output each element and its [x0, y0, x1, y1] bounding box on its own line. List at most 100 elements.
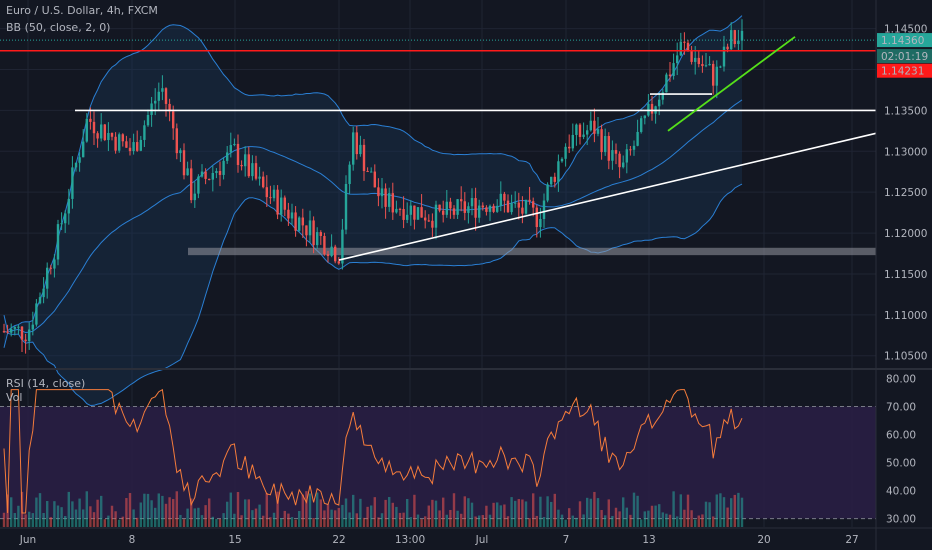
volume-bar	[668, 514, 672, 527]
candle-body	[85, 118, 88, 142]
volume-bar	[197, 507, 200, 527]
candle-body	[740, 30, 744, 41]
volume-bar	[640, 519, 643, 527]
vol-legend[interactable]: Vol	[6, 391, 23, 404]
candle-body	[398, 208, 402, 210]
candle-body	[186, 168, 189, 176]
volume-bar	[503, 504, 506, 527]
time-tick-label: 7	[563, 534, 570, 546]
candle-body	[294, 212, 297, 231]
volume-bar	[215, 518, 218, 527]
candle-body	[704, 65, 708, 67]
candle-body	[460, 199, 463, 202]
volume-bar	[409, 517, 412, 527]
candle-body	[632, 145, 636, 150]
support-zone	[188, 247, 876, 256]
volume-bar	[110, 505, 114, 527]
volume-bar	[571, 515, 574, 527]
candle-body	[427, 220, 430, 222]
volume-bar	[694, 519, 697, 527]
volume-bar	[233, 513, 236, 527]
volume-bar	[654, 505, 657, 527]
volume-bar	[24, 514, 27, 527]
volume-bar	[377, 517, 380, 527]
bollinger-legend[interactable]: BB (50, close, 2, 0)	[6, 21, 111, 34]
volume-bar	[568, 508, 571, 527]
volume-bar	[362, 517, 366, 527]
volume-bar	[244, 499, 247, 527]
volume-bar	[182, 519, 186, 527]
volume-bar	[294, 519, 297, 527]
volume-bar	[85, 491, 88, 527]
candle-body	[722, 46, 726, 67]
volume-bar	[730, 498, 733, 527]
volume-bar	[622, 497, 625, 527]
candle-body	[402, 209, 405, 220]
candle-body	[96, 133, 99, 139]
volume-bar	[701, 514, 704, 527]
time-tick-label: 13	[642, 534, 655, 546]
volume-bar	[582, 514, 585, 527]
candle-body	[416, 207, 420, 220]
candle-body	[82, 141, 85, 158]
volume-bar	[683, 509, 686, 527]
candle-body	[200, 171, 204, 177]
volume-bar	[676, 516, 679, 527]
candle-body	[352, 132, 355, 165]
volume-bar	[496, 502, 499, 527]
symbol-legend[interactable]: Euro / U.S. Dollar, 4h, FXCM	[6, 4, 158, 17]
candle-body	[668, 74, 672, 77]
volume-bar	[341, 504, 344, 527]
volume-bar	[398, 512, 402, 527]
volume-bar	[380, 513, 384, 527]
candle-body	[550, 176, 553, 185]
volume-bar	[330, 509, 333, 527]
candle-body	[503, 193, 506, 201]
candle-body	[614, 150, 618, 154]
volume-bar	[161, 495, 164, 527]
candle-body	[150, 103, 153, 115]
price-tick-label: 1.13500	[884, 105, 927, 117]
candle-body	[362, 144, 366, 172]
rsi-legend[interactable]: RSI (14, close)	[6, 377, 86, 390]
volume-bar	[686, 494, 690, 527]
candle-body	[593, 120, 596, 134]
candle-body	[204, 171, 207, 179]
volume-bar	[564, 519, 567, 527]
volume-bar	[179, 514, 182, 527]
candle-body	[665, 74, 668, 93]
volume-bar	[708, 502, 711, 527]
volume-bar	[46, 500, 49, 527]
volume-bar	[499, 505, 502, 527]
volume-bar	[643, 511, 646, 527]
candle-body	[694, 57, 697, 62]
candle-body	[172, 111, 175, 129]
candle-body	[100, 124, 103, 139]
volume-bar	[442, 497, 445, 527]
volume-bar	[661, 512, 664, 527]
volume-bar	[593, 491, 596, 527]
candle-body	[2, 331, 6, 333]
candle-body	[679, 41, 682, 56]
volume-bar	[92, 512, 96, 527]
candle-body	[161, 88, 164, 92]
candle-body	[251, 163, 254, 177]
volume-bar	[222, 513, 225, 527]
volume-bar	[323, 510, 326, 527]
candle-body	[676, 55, 679, 64]
candle-body	[17, 326, 20, 328]
volume-bar	[452, 493, 456, 527]
volume-bar	[49, 517, 52, 527]
candle-body	[528, 199, 531, 202]
volume-bar	[359, 498, 362, 527]
rsi-tick-label: 60.00	[886, 429, 916, 441]
volume-bar	[586, 497, 589, 527]
candle-body	[110, 132, 114, 137]
candle-body	[442, 210, 445, 215]
volume-bar	[726, 507, 729, 527]
candle-body	[154, 100, 157, 104]
candle-body	[589, 120, 592, 131]
volume-bar	[589, 498, 592, 527]
candle-body	[560, 158, 564, 162]
